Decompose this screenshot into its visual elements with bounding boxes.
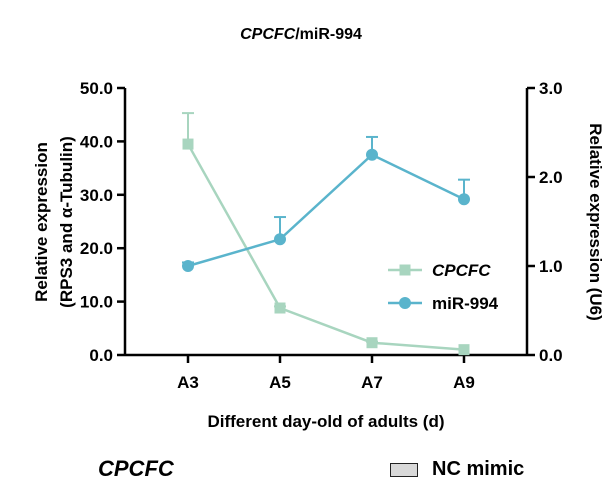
left-y-tick-label: 40.0 (80, 132, 113, 151)
left-y-axis-label-line: Relative expression (32, 142, 51, 302)
left-y-tick-label: 50.0 (80, 79, 113, 98)
chart-title: CPCFC/miR-994 (0, 26, 602, 44)
line-chart: 0.0 10.0 20.0 30.0 40.0 50.0 0.0 1.0 2.0 3.0 A3 A5 A… (32, 79, 602, 431)
right-y-tick-label: 0.0 (539, 346, 563, 365)
series-mir-994 (182, 135, 470, 272)
data-point (274, 233, 286, 246)
data-point (182, 260, 194, 272)
x-tick-label: A9 (453, 373, 475, 392)
right-y-tick-label: 2.0 (539, 168, 563, 187)
legend-marker (399, 297, 411, 309)
data-point (458, 193, 470, 206)
right-y-tick-label: 1.0 (539, 257, 563, 276)
legend-label: CPCFC (432, 261, 491, 280)
nc-mimic-label: NC mimic (432, 458, 525, 480)
nc-mimic-swatch (390, 462, 418, 477)
x-tick-label: A7 (361, 373, 383, 392)
data-point (366, 337, 378, 349)
x-axis-label: Different day-old of adults (d) (207, 412, 444, 431)
left-y-tick-label: 0.0 (89, 346, 113, 365)
series-line (187, 153, 465, 268)
left-y-axis-label: Relative expression (RPS3 and α-Tubulin) (32, 136, 76, 308)
left-y-tick-label: 30.0 (80, 186, 113, 205)
chart-title-rest: /miR-994 (295, 26, 362, 43)
data-point (458, 344, 470, 356)
data-point (274, 302, 286, 314)
left-y-tick-label: 10.0 (80, 293, 113, 312)
legend: CPCFC miR-994 (388, 261, 499, 313)
data-point (366, 148, 378, 161)
legend-marker (399, 264, 411, 276)
chart-title-gene: CPCFC (240, 26, 296, 43)
right-y-axis-label: Relative expression (U6) (586, 123, 602, 320)
left-y-axis-label-line: (RPS3 and α-Tubulin) (57, 136, 76, 308)
left-y-tick-label: 20.0 (80, 239, 113, 258)
data-point (182, 138, 194, 150)
right-y-tick-label: 3.0 (539, 79, 563, 98)
legend-label: miR-994 (432, 294, 499, 313)
x-tick-label: A3 (177, 373, 199, 392)
bottom-gene-label: CPCFC (98, 456, 174, 481)
right-y-axis-label-text: Relative expression (U6) (586, 123, 602, 320)
bottom-legend: NC mimic (390, 458, 524, 481)
x-tick-label: A5 (269, 373, 291, 392)
series-line (186, 143, 465, 351)
series-cpcfc (182, 112, 470, 356)
